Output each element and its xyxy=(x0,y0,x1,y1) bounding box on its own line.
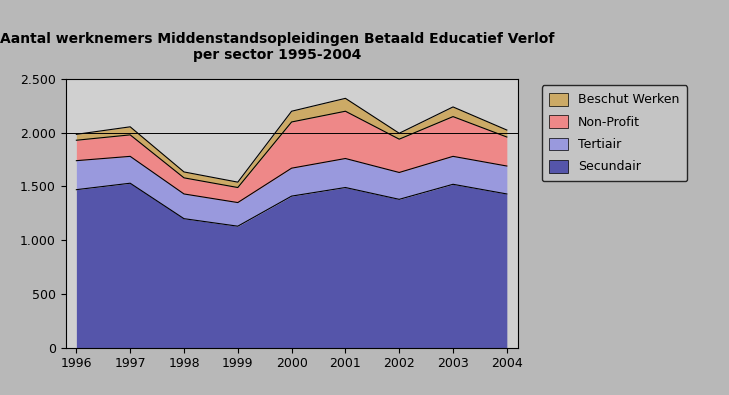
Text: Aantal werknemers Middenstandsopleidingen Betaald Educatief Verlof
per sector 19: Aantal werknemers Middenstandsopleidinge… xyxy=(0,32,554,62)
Legend: Beschut Werken, Non-Profit, Tertiair, Secundair: Beschut Werken, Non-Profit, Tertiair, Se… xyxy=(542,85,687,181)
